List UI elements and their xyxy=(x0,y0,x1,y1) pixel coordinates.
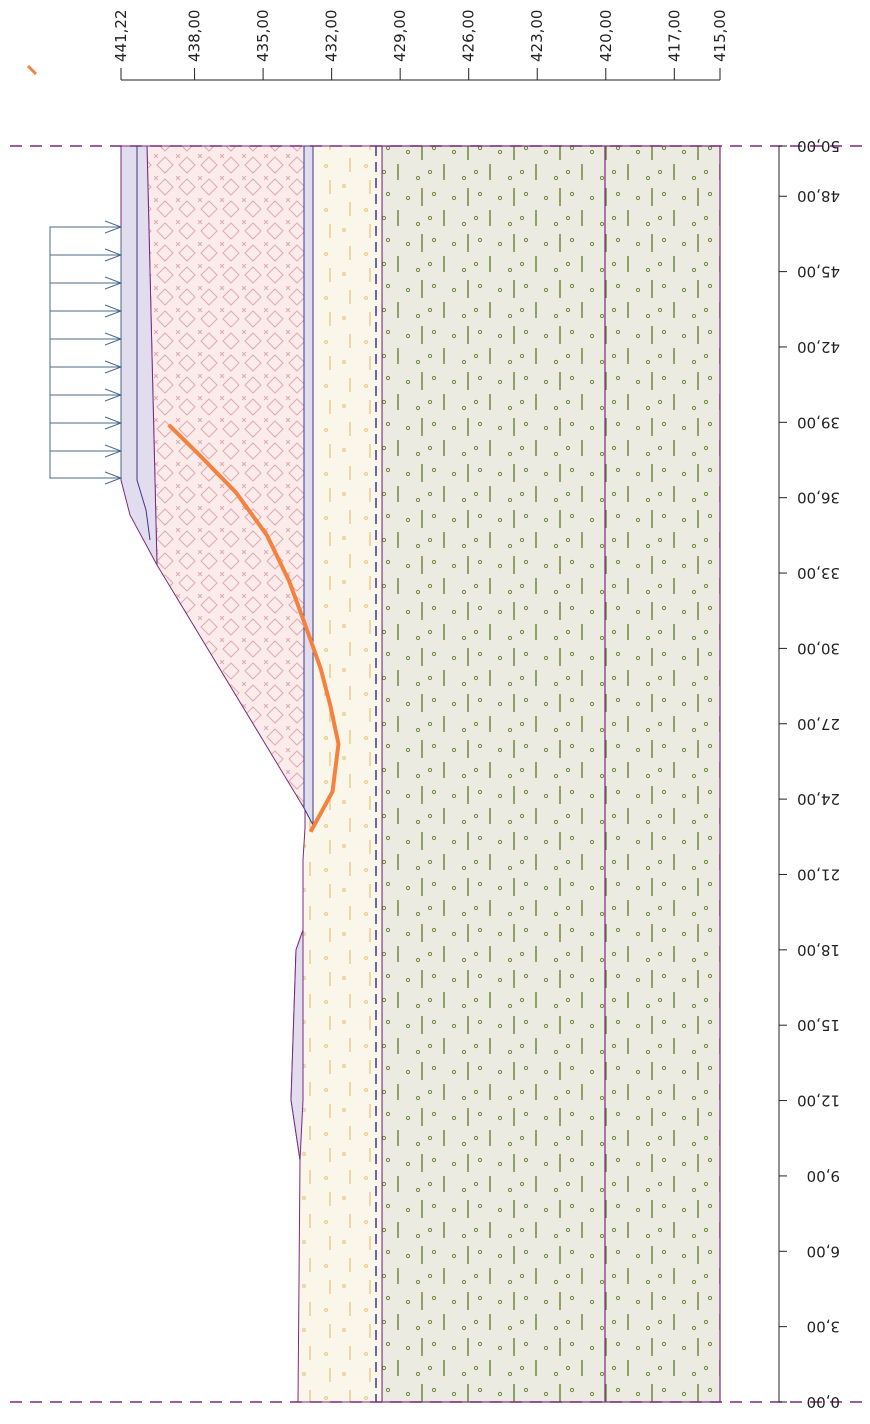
soil-layer xyxy=(147,146,304,808)
y-tick-label: 42,00 xyxy=(797,338,840,356)
y-tick-label: 15,00 xyxy=(797,1016,840,1034)
y-tick-label: 27,00 xyxy=(797,715,840,733)
y-tick-label: 45,00 xyxy=(797,263,840,281)
y-tick-label: 12,00 xyxy=(797,1092,840,1110)
x-tick-label: 420,00 xyxy=(597,10,615,63)
soil-layer xyxy=(382,146,720,1402)
x-tick-label: 423,00 xyxy=(528,10,546,63)
x-tick-label: 438,00 xyxy=(186,10,204,63)
x-tick-label: 435,00 xyxy=(254,10,272,63)
y-tick-label: 0,00 xyxy=(807,1393,840,1411)
y-tick-label: 39,00 xyxy=(797,413,840,431)
x-tick-label: 429,00 xyxy=(391,10,409,63)
y-tick-label: 30,00 xyxy=(797,639,840,657)
soil-layer xyxy=(291,930,303,1160)
x-tick-label: 426,00 xyxy=(460,10,478,62)
y-tick-label: 24,00 xyxy=(797,790,840,808)
y-tick-label: 6,00 xyxy=(807,1242,840,1260)
x-tick-label: 432,00 xyxy=(323,10,341,63)
y-tick-label: 21,00 xyxy=(797,865,840,883)
x-tick-label: 441,22 xyxy=(112,10,130,63)
legend-marker xyxy=(28,66,36,74)
y-tick-label: 48,00 xyxy=(797,187,840,205)
y-tick-label: 33,00 xyxy=(797,564,840,582)
y-tick-label: 3,00 xyxy=(807,1318,840,1336)
y-tick-label: 9,00 xyxy=(807,1167,840,1185)
y-tick-label: 18,00 xyxy=(797,941,840,959)
load xyxy=(50,221,121,484)
chart: 441,22 438,00 435,00 432,00 429,00 426,00 423,… xyxy=(0,0,870,1420)
soil-layer xyxy=(304,146,313,825)
y-tick-label: 50,00 xyxy=(797,137,840,155)
x-tick-label: 415,00 xyxy=(711,10,729,63)
y-tick-label: 36,00 xyxy=(797,489,840,507)
x-tick-label: 417,00 xyxy=(665,10,683,63)
